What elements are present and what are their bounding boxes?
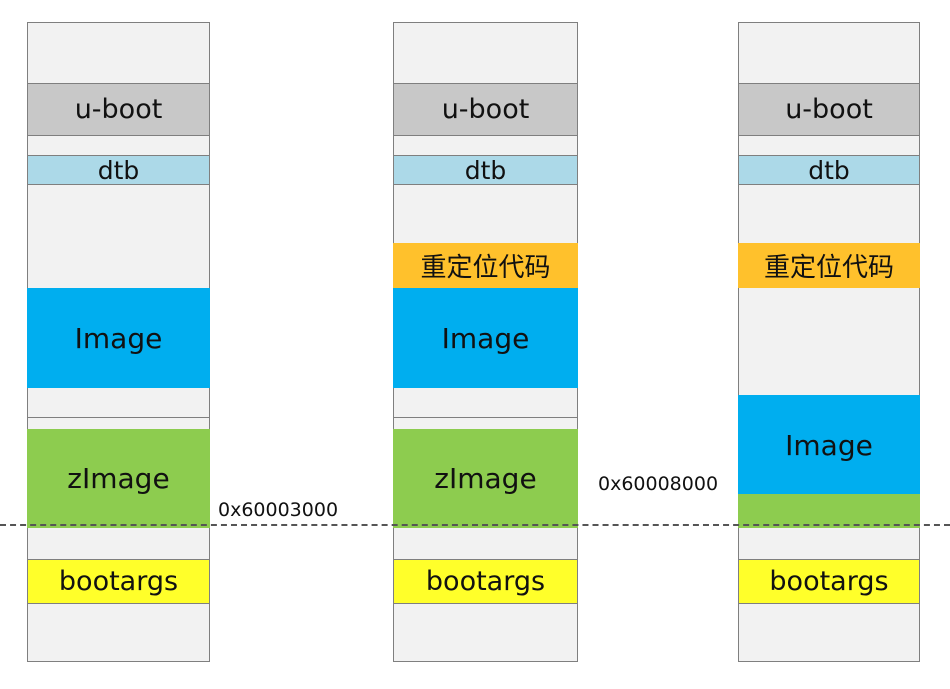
- dtb-block: dtb: [27, 155, 210, 185]
- divider: [28, 417, 209, 418]
- memory-column-2: u-boot dtb 重定位代码 Image zImage bootargs: [393, 22, 578, 662]
- uboot-block: u-boot: [738, 83, 920, 136]
- bootargs-block: bootargs: [738, 559, 920, 604]
- divider: [394, 417, 577, 418]
- bootargs-block: bootargs: [393, 559, 578, 604]
- address-label-2: 0x60008000: [598, 473, 719, 495]
- reference-dashed-line: [0, 524, 950, 526]
- bootargs-block: bootargs: [27, 559, 210, 604]
- zimage-block: zImage: [393, 429, 578, 528]
- dtb-block: dtb: [738, 155, 920, 185]
- relocation-code-block: 重定位代码: [738, 243, 920, 288]
- uboot-block: u-boot: [393, 83, 578, 136]
- image-block: Image: [27, 288, 210, 388]
- image-block: Image: [393, 288, 578, 388]
- image-tail-block: [738, 494, 920, 528]
- dtb-block: dtb: [393, 155, 578, 185]
- memory-column-1: u-boot dtb Image zImage bootargs: [27, 22, 210, 662]
- image-block: Image: [738, 395, 920, 495]
- relocation-code-block: 重定位代码: [393, 243, 578, 288]
- uboot-block: u-boot: [27, 83, 210, 136]
- memory-column-3: u-boot dtb 重定位代码 Image bootargs: [738, 22, 920, 662]
- address-label-1: 0x60003000: [218, 499, 339, 521]
- zimage-block: zImage: [27, 429, 210, 528]
